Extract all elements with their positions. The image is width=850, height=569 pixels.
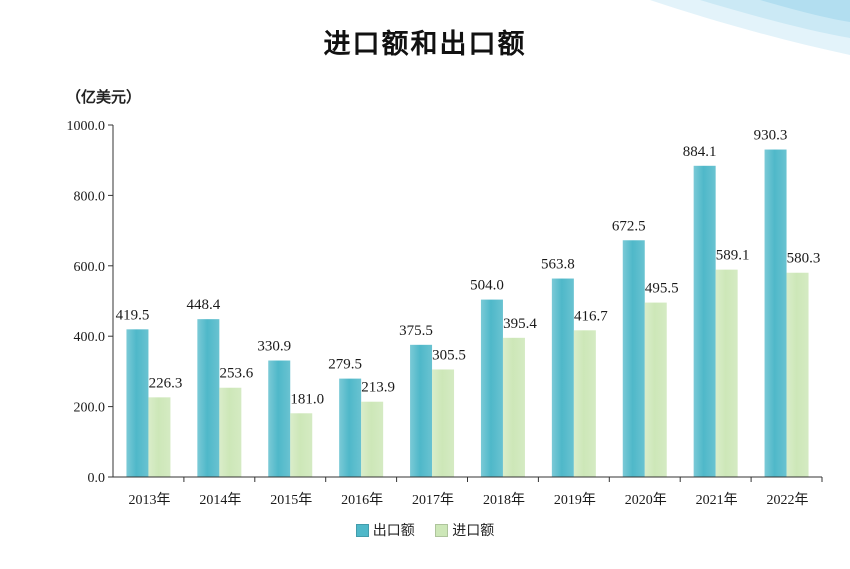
data-label-import: 416.7 [574,308,608,324]
y-axis-unit: （亿美元） [66,88,142,106]
x-tick-label: 2022年 [767,492,809,508]
y-tick-label: 400.0 [74,330,106,345]
data-label-export: 375.5 [399,323,433,339]
data-label-export: 504.0 [470,278,504,294]
x-tick-label: 2013年 [128,492,170,508]
bar-import [290,413,313,477]
data-label-export: 419.5 [116,307,150,323]
bar-export [764,149,787,477]
legend: 出口额 进口额 [0,520,850,541]
bar-import [361,401,384,477]
bar-export [551,278,574,477]
data-label-export: 279.5 [328,357,362,373]
x-tick-label: 2015年 [270,492,312,508]
bar-export [693,165,716,477]
bar-export [410,344,433,477]
legend-label-import: 进口额 [452,523,495,539]
bar-export [339,378,362,477]
bar-import [502,337,525,477]
data-label-import: 305.5 [432,347,466,363]
x-tick-label: 2020年 [625,492,667,508]
bar-export [197,319,220,477]
legend-item-export: 出口额 [355,520,415,540]
bar-export [480,299,503,477]
y-tick-label: 1000.0 [67,119,106,134]
x-axis: 2013年 2014年 2015年 2016年 2017年 2018年 2019年 2020年… [113,476,823,508]
data-label-import: 580.3 [787,251,821,267]
legend-swatch-export [355,523,369,537]
bar-import [148,397,171,477]
legend-item-import: 进口额 [435,520,494,540]
bar-export [622,240,645,477]
data-label-export: 672.5 [612,218,646,234]
data-label-import: 495.5 [645,281,679,297]
data-label-export: 563.8 [541,257,575,273]
y-tick-label: 600.0 [74,260,106,275]
chart-title: 进口额和出口额 [323,29,527,60]
data-label-import: 181.0 [290,391,324,407]
bar-export [268,360,291,477]
x-tick-label: 2021年 [696,492,738,508]
data-label-import: 395.4 [503,316,537,332]
data-label-export: 448.4 [186,297,220,313]
bar-export [126,329,149,477]
data-label-import: 213.9 [361,380,395,396]
bar-import [573,330,596,477]
legend-swatch-import [435,523,449,537]
data-label-export: 930.3 [754,128,788,144]
bar-import [644,302,667,477]
x-tick-label: 2019年 [554,492,596,508]
y-tick-label: 800.0 [74,189,106,204]
data-label-import: 589.1 [716,248,750,264]
legend-label-export: 出口额 [372,523,415,539]
x-tick-label: 2017年 [412,492,454,508]
bar-import [432,369,455,477]
x-tick-label: 2016年 [341,492,383,508]
bar-import [715,269,738,477]
y-axis: 0.0 200.0 400.0 600.0 800.0 1000.0 [67,119,114,486]
bar-import [786,272,809,477]
x-tick-label: 2014年 [199,492,241,508]
y-tick-label: 0.0 [88,471,106,486]
data-label-export: 884.1 [683,144,717,160]
data-label-export: 330.9 [257,339,291,355]
x-tick-label: 2018年 [483,492,525,508]
bar-import [219,387,242,477]
data-label-import: 253.6 [219,366,253,382]
data-label-import: 226.3 [149,375,183,391]
y-tick-label: 200.0 [74,401,106,416]
